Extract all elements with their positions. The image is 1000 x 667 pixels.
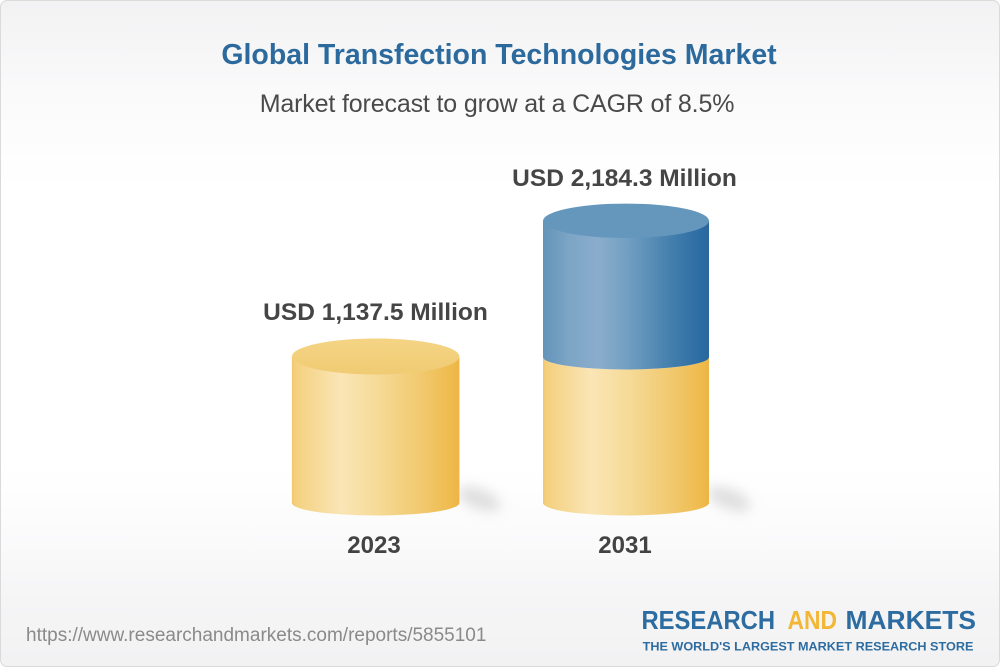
svg-text:RESEARCH: RESEARCH xyxy=(642,607,776,635)
svg-text:MARKETS: MARKETS xyxy=(846,607,977,635)
svg-text:AND: AND xyxy=(788,607,838,635)
svg-text:THE WORLD'S LARGEST MARKET RES: THE WORLD'S LARGEST MARKET RESEARCH STOR… xyxy=(643,639,974,653)
